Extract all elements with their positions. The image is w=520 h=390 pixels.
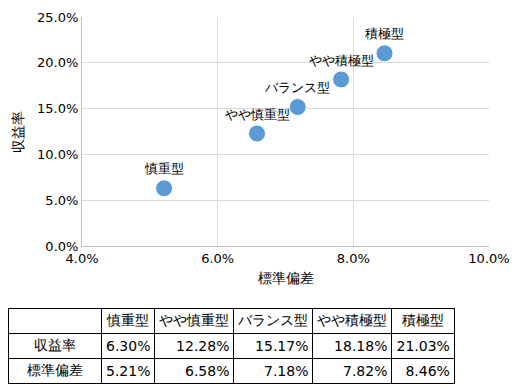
html-text:5.21%: 5.21%	[106, 363, 151, 379]
html-text:収益率: 収益率	[34, 337, 76, 353]
html-text:やや積極型: やや積極型	[317, 312, 388, 328]
svg-text:バランス型: バランス型	[264, 80, 330, 95]
svg-text:収益率: 収益率	[10, 111, 26, 153]
svg-text:6.0%: 6.0%	[201, 251, 234, 266]
svg-text:やや慎重型: やや慎重型	[225, 107, 290, 122]
svg-text:15.0%: 15.0%	[37, 101, 78, 116]
svg-text:積極型: 積極型	[365, 26, 404, 41]
svg-text:やや積極型: やや積極型	[309, 53, 374, 68]
svg-text:10.0%: 10.0%	[468, 251, 509, 266]
svg-text:慎重型: 慎重型	[144, 161, 184, 176]
html-text:6.58%: 6.58%	[185, 363, 230, 379]
html-text:標準偏差: 標準偏差	[27, 362, 83, 378]
html-text:7.18%: 7.18%	[264, 363, 309, 379]
html-text:12.28%: 12.28%	[176, 338, 230, 354]
svg-text:4.0%: 4.0%	[65, 251, 98, 266]
svg-text:8.0%: 8.0%	[337, 251, 370, 266]
html-text:慎重型: 慎重型	[107, 312, 150, 328]
html-text:18.18%: 18.18%	[334, 338, 388, 354]
html-text:バランス型: バランス型	[238, 312, 309, 328]
html-text:15.17%: 15.17%	[255, 338, 309, 354]
html-text:やや慎重型: やや慎重型	[159, 312, 230, 328]
html-text:7.82%: 7.82%	[343, 363, 388, 379]
svg-text:0.0%: 0.0%	[45, 239, 78, 254]
svg-text:5.0%: 5.0%	[45, 193, 78, 208]
svg-text:25.0%: 25.0%	[37, 10, 78, 25]
svg-text:10.0%: 10.0%	[37, 147, 78, 162]
svg-text:20.0%: 20.0%	[37, 55, 78, 70]
html-text:6.30%: 6.30%	[106, 338, 151, 354]
html-text:21.03%: 21.03%	[396, 338, 450, 354]
svg-text:標準偏差: 標準偏差	[258, 270, 314, 286]
html-text:積極型: 積極型	[402, 312, 445, 328]
html-text:8.46%: 8.46%	[405, 363, 450, 379]
